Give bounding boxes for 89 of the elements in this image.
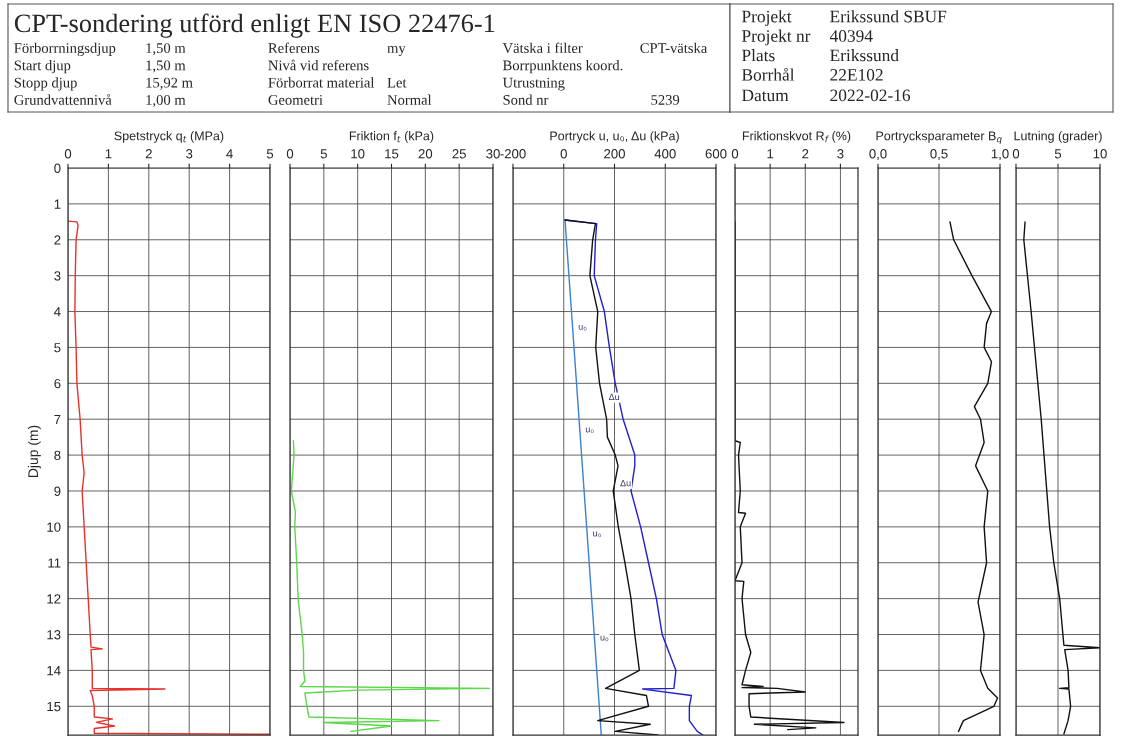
- text: CPT-vätska: [640, 42, 708, 54]
- x-tick-label: 400: [654, 149, 676, 159]
- text: CPT-sondering utförd enligt EN ISO 22476-1: [14, 13, 495, 38]
- x-tick-label: 5: [1054, 149, 1062, 159]
- y-tick-label: 4: [54, 307, 61, 317]
- text: my: [387, 45, 406, 56]
- text: 22E102: [830, 68, 883, 81]
- x-tick-label: 1,0: [991, 149, 1009, 161]
- annotation: u₀: [600, 635, 609, 642]
- text: 1,50 m: [146, 43, 186, 56]
- y-tick-label: 7: [54, 414, 61, 424]
- text: Geometri: [268, 95, 323, 105]
- text: Nivå vid referens: [268, 59, 369, 71]
- chart-title: Portryck u, u₀, Δu (kPa): [550, 131, 679, 143]
- x-tick-label: 5: [266, 149, 274, 159]
- y-tick-label: 8: [54, 450, 61, 460]
- chart-title: Spetstryck q$_{t}$ (MPa): [114, 131, 224, 143]
- x-tick-label: 10: [351, 149, 365, 159]
- y-tick-label: 9: [54, 486, 61, 496]
- x-tick-label: 1: [105, 149, 112, 159]
- text: Stopp djup: [14, 77, 77, 91]
- text: 40394: [829, 30, 873, 42]
- annotation: u₀: [593, 531, 601, 538]
- x-tick-label: 200: [604, 149, 625, 159]
- annotation: u₀: [578, 324, 587, 331]
- x-tick-label: 0,5: [930, 149, 948, 161]
- text: Erikssund SBUF: [830, 10, 947, 23]
- y-tick-label: 10: [47, 522, 61, 532]
- text: Erikssund: [830, 49, 899, 62]
- y-tick-label: 12: [47, 594, 61, 604]
- text: 1,50 m: [146, 60, 186, 73]
- chart-title: Lutning (grader): [1014, 131, 1102, 143]
- text: Sond nr: [503, 94, 549, 105]
- x-tick-label: 30: [486, 149, 500, 159]
- text: Plats: [741, 49, 775, 62]
- y-tick-label: 2: [54, 235, 61, 245]
- text: Borrhål: [741, 67, 795, 81]
- y-tick-label: 6: [54, 378, 61, 389]
- text: Utrustning: [502, 77, 565, 91]
- text: Let: [387, 77, 407, 88]
- chart-title: Friktionskvot R$_{f}$ (%): [742, 131, 851, 143]
- x-tick-label: 0: [286, 149, 294, 159]
- text: Projekt: [741, 10, 792, 26]
- x-tick-label: 0: [560, 149, 567, 159]
- x-tick-label: -200: [500, 149, 526, 159]
- y-tick-label: 5: [54, 343, 61, 353]
- text: Datum: [741, 89, 789, 102]
- x-tick-label: 1: [767, 149, 774, 159]
- x-tick-label: 10: [1093, 149, 1107, 159]
- text: Projekt nr: [741, 29, 811, 46]
- x-tick-label: 0: [731, 149, 739, 159]
- y-tick-label: 3: [54, 271, 61, 281]
- x-tick-label: 5: [320, 149, 327, 159]
- y-tick-label: 14: [47, 666, 61, 676]
- y-tick-label: 13: [47, 630, 61, 640]
- y-tick-label: 15: [47, 701, 61, 712]
- annotation: u₀: [585, 427, 594, 434]
- text: Referens: [268, 42, 320, 54]
- text: 1,00 m: [146, 95, 186, 107]
- x-tick-label: 600: [705, 149, 727, 159]
- y-tick-label: 1: [54, 199, 61, 209]
- text: Förborrningsdjup: [14, 42, 116, 56]
- text: Förborrat material: [268, 77, 375, 88]
- text: Normal: [387, 94, 432, 105]
- x-tick-label: 0: [64, 149, 72, 159]
- x-tick-label: 3: [837, 149, 844, 159]
- y-tick-label: 0: [54, 163, 61, 173]
- annotation: Δu: [608, 393, 620, 401]
- x-tick-label: 2: [145, 149, 152, 159]
- x-tick-label: 4: [226, 149, 233, 159]
- x-tick-label: 0,0: [869, 149, 887, 161]
- text: 5239: [651, 95, 680, 105]
- x-tick-label: 2: [802, 149, 809, 159]
- text: 15,92 m: [146, 77, 193, 90]
- y-tick-label: 11: [48, 558, 61, 568]
- annotation: Δu: [620, 479, 631, 487]
- text: Grundvattennivå: [14, 94, 112, 105]
- x-tick-label: 15: [385, 149, 399, 159]
- text: Borrpunktens koord.: [502, 60, 623, 74]
- text: Vätska i filter: [502, 42, 583, 54]
- y-axis-title: Djup (m): [27, 425, 41, 477]
- chart-title: Portrycksparameter B$_{q}$: [876, 131, 1002, 145]
- chart-title: Friktion f$_{t}$ (kPa): [349, 131, 434, 143]
- x-tick-label: 25: [452, 149, 466, 159]
- x-tick-label: 3: [186, 149, 193, 159]
- x-tick-label: 20: [418, 149, 433, 159]
- x-tick-label: 0: [1012, 149, 1020, 159]
- text: Start djup: [14, 60, 71, 74]
- text: 2022-02-16: [830, 89, 911, 102]
